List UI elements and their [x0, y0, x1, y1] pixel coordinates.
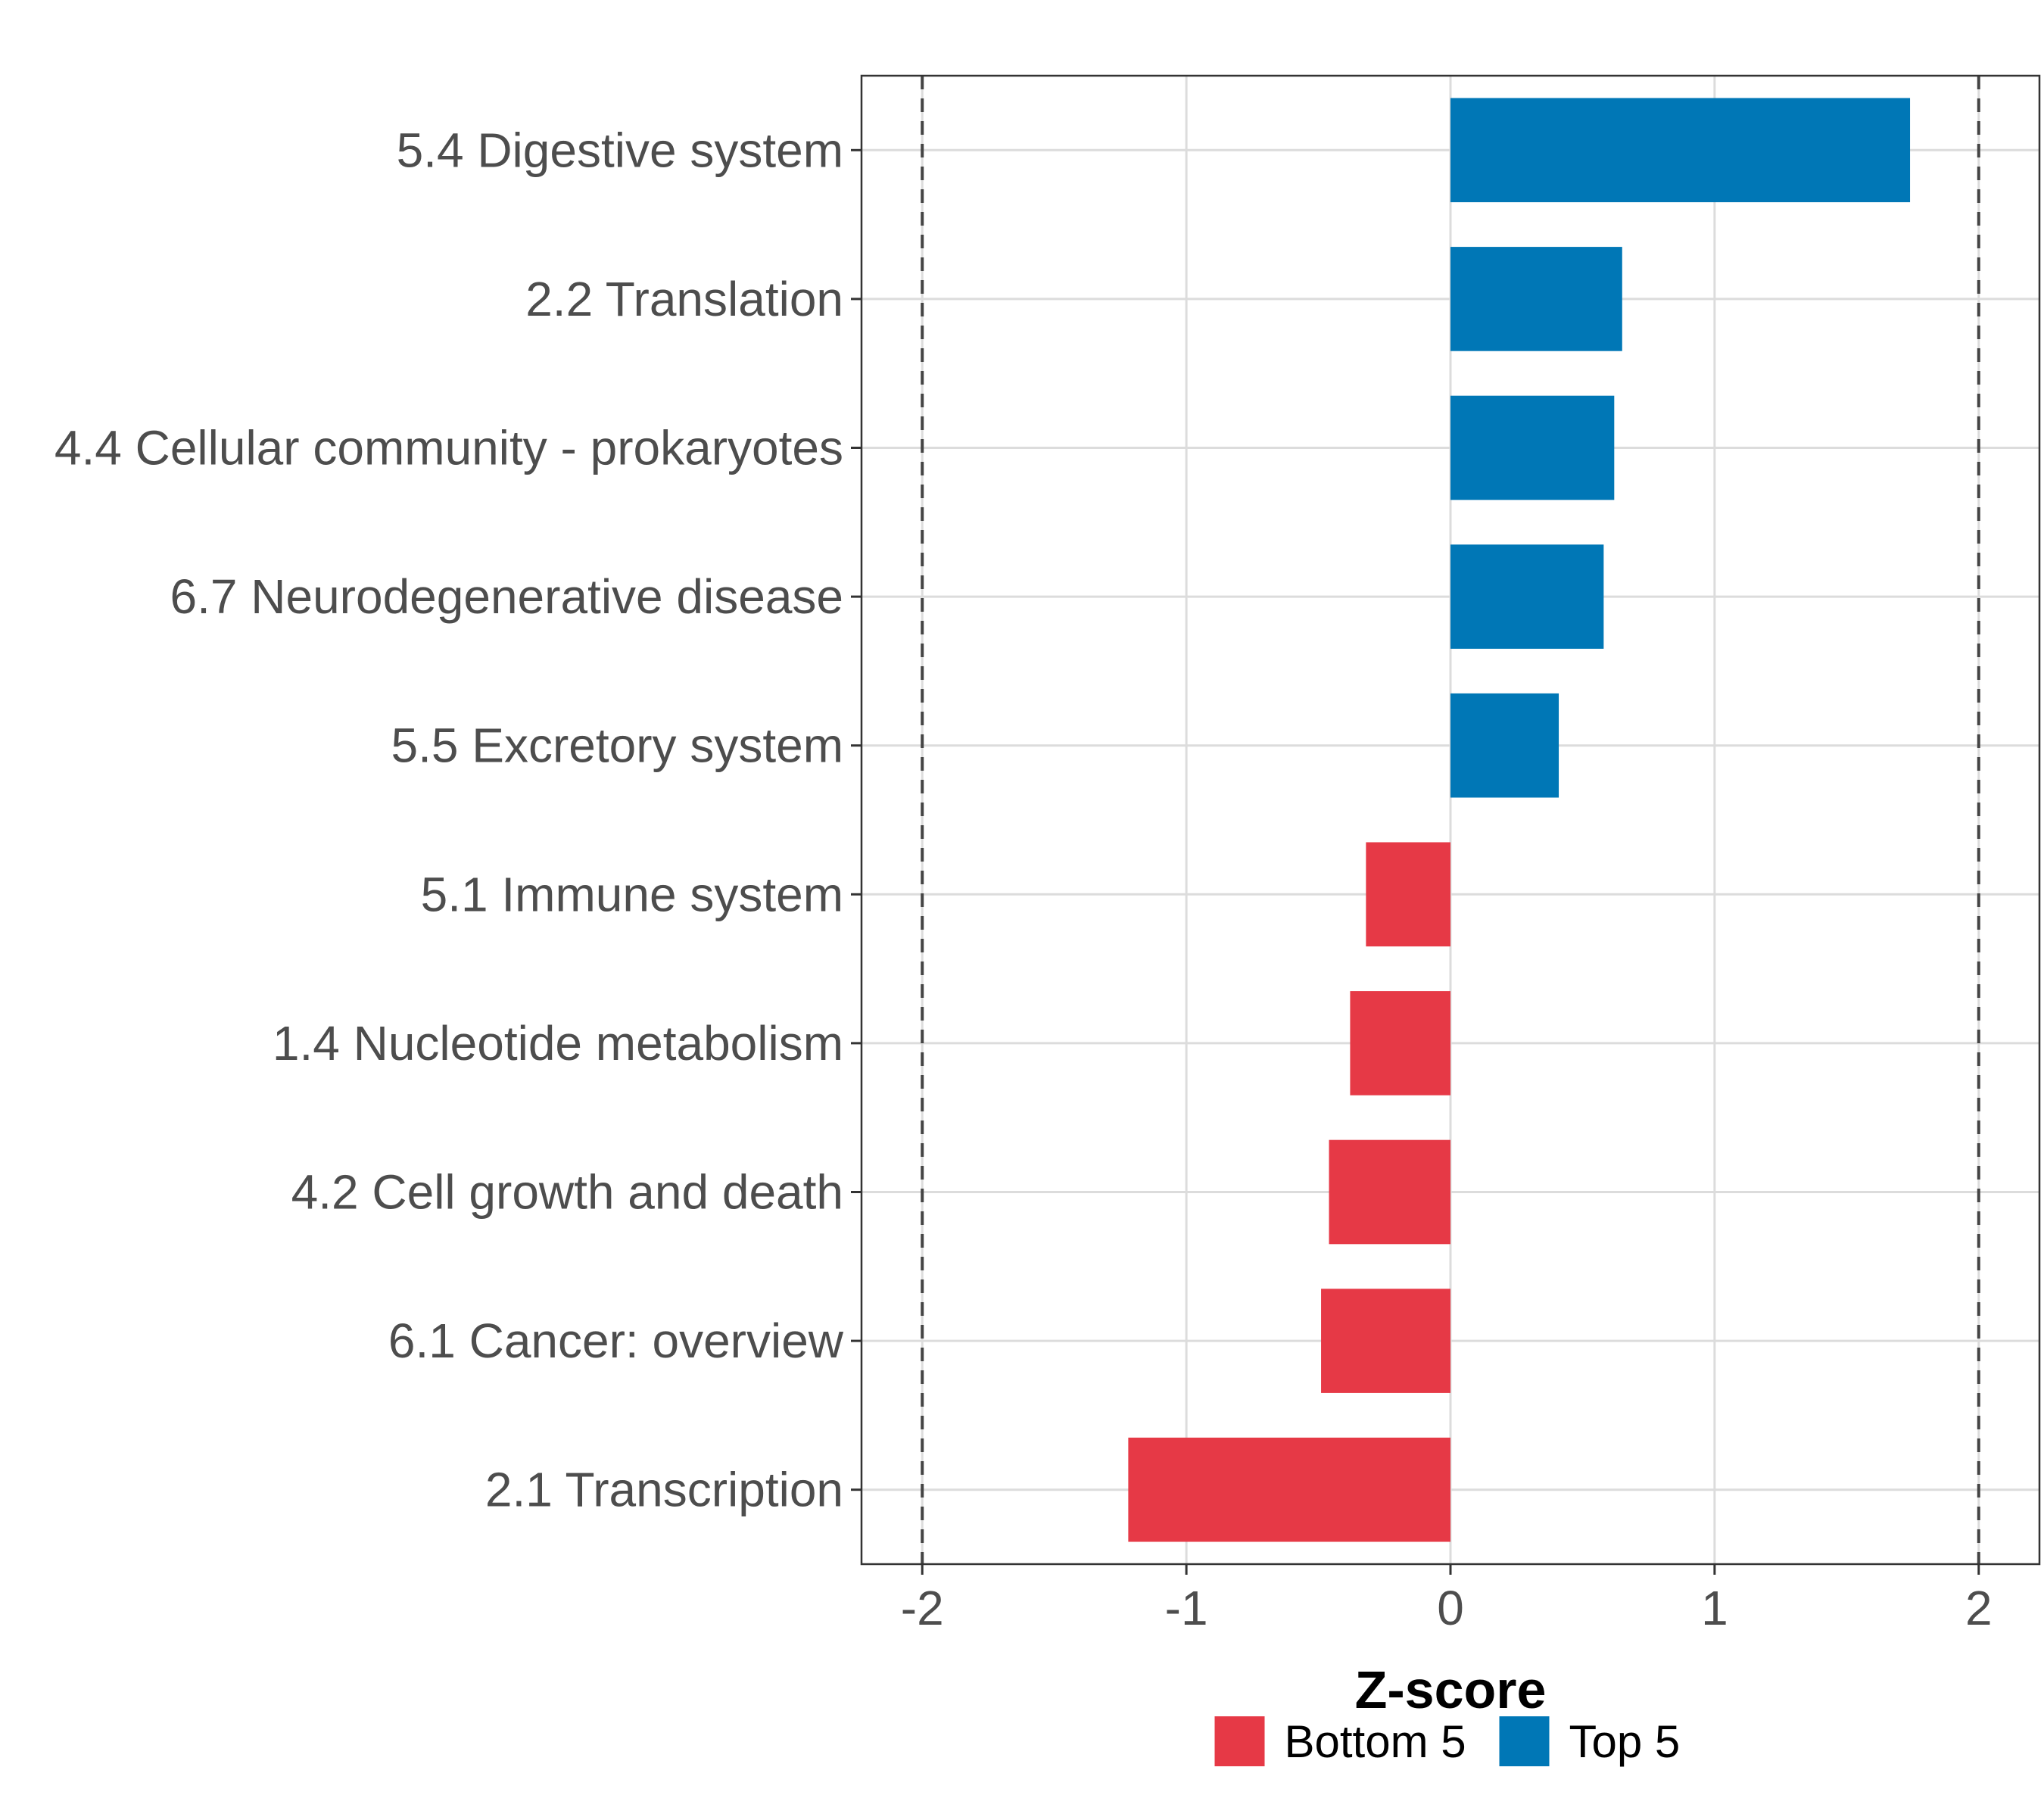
- x-axis-title: Z-score: [1355, 1660, 1547, 1719]
- bar-bottom-9: [1321, 1289, 1450, 1393]
- y-tick-label: 5.4 Digestive system: [397, 123, 843, 177]
- legend-key-top5: [1499, 1716, 1550, 1766]
- y-tick-label: 2.1 Transcription: [485, 1463, 843, 1517]
- x-tick-label: 0: [1437, 1581, 1464, 1635]
- legend-label: Top 5: [1569, 1716, 1681, 1767]
- bar-bottom-10: [1128, 1437, 1450, 1542]
- bar-bottom-8: [1329, 1139, 1450, 1245]
- y-tick-label: 4.4 Cellular community - prokaryotes: [55, 421, 843, 475]
- y-tick-label: 6.7 Neurodegenerative disease: [170, 569, 844, 624]
- bars: [1128, 98, 1911, 1542]
- legend-key-bottom5: [1214, 1716, 1265, 1766]
- x-tick-label: -2: [901, 1581, 944, 1635]
- x-tick-label: 1: [1701, 1581, 1728, 1635]
- bar-top-5: [1450, 693, 1559, 798]
- y-tick-label: 5.5 Excretory system: [391, 718, 844, 773]
- bar-top-1: [1450, 98, 1911, 203]
- bar-top-2: [1450, 247, 1622, 351]
- bar-top-4: [1450, 544, 1604, 649]
- bar-top-3: [1450, 395, 1615, 500]
- y-tick-label: 1.4 Nucleotide metabolism: [273, 1016, 843, 1071]
- y-tick-label: 5.1 Immune system: [421, 867, 843, 921]
- axes: 5.4 Digestive system 2.2 Translation 4.4 C…: [55, 123, 1993, 1635]
- x-tick-label: -1: [1165, 1581, 1208, 1635]
- y-tick-label: 6.1 Cancer: overview: [388, 1314, 844, 1368]
- y-tick-label: 4.2 Cell growth and death: [291, 1165, 843, 1220]
- x-tick-label: 2: [1965, 1581, 1993, 1635]
- legend: Bottom 5 Top 5: [1214, 1716, 1681, 1767]
- y-tick-label: 2.2 Translation: [525, 272, 843, 326]
- bar-bottom-7: [1350, 991, 1450, 1095]
- bar-bottom-6: [1366, 842, 1450, 947]
- legend-label: Bottom 5: [1285, 1716, 1466, 1767]
